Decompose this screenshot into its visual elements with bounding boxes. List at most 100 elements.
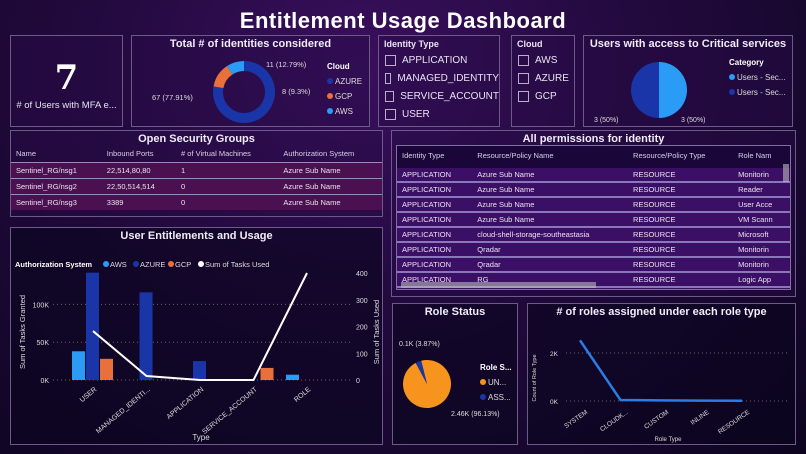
table-row[interactable]: APPLICATION Azure Sub Name RESOURCE User Ac… <box>397 197 790 213</box>
checkbox[interactable] <box>385 55 396 66</box>
identity-type-option[interactable]: SERVICE_ACCOUNT <box>385 90 499 103</box>
table-cell: RESOURCE <box>628 257 734 273</box>
table-row[interactable]: Sentinel_RG/nsg3 3389 0 Azure Sub Name <box>11 194 382 210</box>
identity-type-option[interactable]: APPLICATION <box>385 54 499 67</box>
mfa-value: 7 <box>54 58 79 98</box>
table-cell: RESOURCE <box>628 197 734 213</box>
checkbox[interactable] <box>518 73 529 84</box>
table-cell: Monitorin <box>733 257 790 273</box>
table-cell: 0 <box>176 194 279 210</box>
table-row[interactable]: Sentinel_RG/nsg1 22,514,80,80 1 Azure Sub N… <box>11 162 382 179</box>
table-cell: APPLICATION <box>397 197 473 213</box>
identities-donut-chart: 11 (12.79%) 8 (9.3%) 67 (77.91%) Cloud AZURE… <box>152 60 362 123</box>
column-header[interactable]: Resource/Policy Type <box>633 151 706 160</box>
role-status-title: Role Status <box>424 306 486 318</box>
table-cell: User Acce <box>733 197 790 213</box>
option-label: GCP <box>535 91 557 102</box>
legend-label: AWS <box>335 107 353 116</box>
critical-pie-chart: 3 (50%) 3 (50%) Category Users - Sec... User… <box>594 58 785 124</box>
table-row[interactable]: APPLICATION Azure Sub Name RESOURCE Reader <box>397 182 790 198</box>
identity-type-option[interactable]: MANAGED_IDENTITY <box>385 72 499 85</box>
table-row[interactable]: Sentinel_RG/nsg2 22,50,514,514 0 Azure Sub … <box>11 178 382 195</box>
table-cell: Microsoft <box>733 287 790 289</box>
table-row[interactable]: APPLICATION Qradar RESOURCE Monitorin <box>397 257 790 273</box>
table-cell: APPLICATION <box>397 168 473 183</box>
identity-type-title: Identity Type <box>384 39 439 49</box>
x-tick-label: USER <box>79 386 98 404</box>
column-header[interactable]: Identity Type <box>402 151 445 160</box>
y2-tick-label: 0 <box>356 378 360 385</box>
bar-azure <box>86 272 99 380</box>
table-cell: 22,50,514,514 <box>101 178 177 195</box>
cloud-title: Cloud <box>517 39 543 49</box>
table-row[interactable]: APPLICATION Qradar RESOURCE Monitorin <box>397 242 790 258</box>
table-cell: Qradar <box>472 242 629 258</box>
table-cell: Azure Sub Name <box>278 194 382 210</box>
y-tick-label: 2K <box>550 351 559 358</box>
table-row[interactable]: APPLICATION Azure Sub Name RESOURCE VM Scan… <box>397 212 790 228</box>
legend-title: Cloud <box>327 62 350 71</box>
critical-title: Users with access to Critical services <box>589 38 787 50</box>
cloud-option[interactable]: AZURE <box>518 72 574 85</box>
checkbox[interactable] <box>518 91 529 102</box>
x-tick-label: INLINE <box>689 409 711 427</box>
y-tick-label: 0K <box>550 399 559 406</box>
legend-marker <box>327 78 333 84</box>
table-cell: RESOURCE <box>628 182 734 198</box>
roles-title: # of roles assigned under each role type <box>556 306 767 318</box>
x-tick-label: SERVICE_ACCOUNT <box>201 386 259 436</box>
x-tick-label: CUSTOM <box>643 409 670 431</box>
table-row[interactable]: APPLICATION Azure Sub Name RESOURCE Monitor… <box>397 168 790 183</box>
column-header[interactable]: Name <box>16 149 37 158</box>
table-cell: 22,514,80,80 <box>101 162 177 179</box>
line-tasks-used <box>92 272 308 381</box>
data-label: 11 (12.79%) <box>266 60 307 69</box>
column-header[interactable]: Role Nam <box>738 151 772 160</box>
roles-line-chart: 0K 2K SYSTEM CLOUDK... CUSTOM INLINE RESOURCE R… <box>532 339 790 443</box>
table-cell: Microsoft <box>733 227 790 243</box>
permissions-table: Identity Type Resource/Policy Name Resourc… <box>397 146 790 289</box>
table-cell: Azure Sub Name <box>278 178 382 195</box>
table-cell: RESOURCE <box>628 212 734 228</box>
column-header[interactable]: Authorization System <box>283 149 355 158</box>
column-header[interactable]: Inbound Ports <box>106 149 154 158</box>
column-header[interactable]: # of Virtual Machines <box>181 149 251 158</box>
table-cell: 1 <box>176 162 279 179</box>
y-tick-label: 50K <box>37 340 50 347</box>
vertical-scrollbar[interactable] <box>783 164 789 182</box>
roles-line <box>578 339 743 403</box>
table-cell: cloud-shell-storage-southeastasia <box>472 227 629 243</box>
security-groups-title: Open Security Groups <box>138 133 255 145</box>
cloud-option[interactable]: GCP <box>518 90 574 103</box>
legend-marker <box>327 93 333 99</box>
entitlements-card: User Entitlements and Usage Authorizatio… <box>10 227 383 445</box>
x-tick-label: APPLICATION <box>166 386 206 421</box>
table-cell: VM Scann <box>733 212 790 228</box>
security-groups-card: Open Security Groups Name Inbound Ports # … <box>10 130 383 217</box>
checkbox[interactable] <box>385 91 395 102</box>
checkbox[interactable] <box>518 55 529 66</box>
checkbox[interactable] <box>385 73 392 84</box>
legend-label: Users - Sec... <box>737 73 785 82</box>
x-tick-label: SYSTEM <box>563 409 589 430</box>
data-label: 67 (77.91%) <box>152 93 193 102</box>
data-label: 3 (50%) <box>681 117 706 124</box>
table-cell: APPLICATION <box>397 257 473 273</box>
table-row[interactable]: APPLICATIONRGRESOURCEMicrosoft <box>397 287 790 289</box>
permissions-table-scroll[interactable]: Identity Type Resource/Policy Name Resourc… <box>396 145 791 290</box>
table-cell: RESOURCE <box>628 168 734 183</box>
cloud-option[interactable]: AWS <box>518 54 574 67</box>
x-tick-label: ROLE <box>293 386 312 404</box>
column-header[interactable]: Resource/Policy Name <box>477 151 554 160</box>
table-row[interactable]: APPLICATION cloud-shell-storage-southeast… <box>397 227 790 243</box>
identity-type-option[interactable]: USER <box>385 108 499 121</box>
y2-tick-label: 200 <box>356 325 368 332</box>
table-cell: 3389 <box>101 194 177 210</box>
horizontal-scrollbar[interactable] <box>401 282 596 288</box>
checkbox[interactable] <box>385 109 396 120</box>
y-tick-label: 100K <box>33 302 50 309</box>
table-cell: RESOURCE <box>628 272 734 288</box>
bar-gcp <box>100 358 113 380</box>
mfa-card: 7 # of Users with MFA e... <box>10 35 123 127</box>
table-cell: Sentinel_RG/nsg3 <box>11 194 102 210</box>
